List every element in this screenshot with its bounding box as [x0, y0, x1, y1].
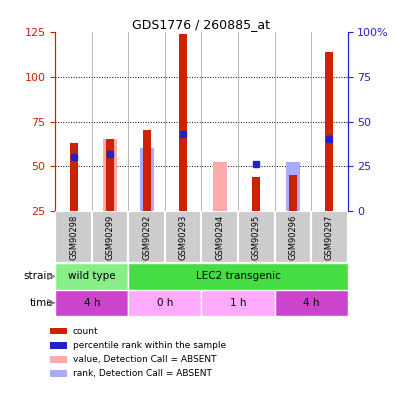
Text: LEC2 transgenic: LEC2 transgenic — [196, 271, 280, 281]
Text: GSM90294: GSM90294 — [215, 214, 224, 260]
Bar — [55, 211, 92, 263]
Bar — [55, 290, 128, 316]
Bar — [201, 211, 238, 263]
Bar — [213, 162, 227, 211]
Bar — [106, 139, 114, 211]
Bar — [51, 328, 67, 335]
Bar — [165, 211, 201, 263]
Bar — [275, 211, 311, 263]
Bar — [252, 177, 260, 211]
Bar — [286, 162, 300, 211]
Text: GSM90292: GSM90292 — [142, 214, 151, 260]
Bar — [325, 52, 333, 211]
Text: GSM90298: GSM90298 — [69, 214, 78, 260]
Text: GSM90293: GSM90293 — [179, 214, 188, 260]
Text: percentile rank within the sample: percentile rank within the sample — [73, 341, 226, 350]
Bar — [275, 290, 348, 316]
Text: time: time — [30, 298, 53, 308]
Text: 4 h: 4 h — [84, 298, 100, 308]
Bar — [51, 342, 67, 349]
Text: count: count — [73, 326, 98, 336]
Text: 1 h: 1 h — [230, 298, 246, 308]
Text: value, Detection Call = ABSENT: value, Detection Call = ABSENT — [73, 355, 216, 364]
Bar — [70, 143, 77, 211]
Bar — [179, 34, 187, 211]
Bar — [201, 290, 275, 316]
Text: GSM90297: GSM90297 — [325, 214, 334, 260]
Text: 4 h: 4 h — [303, 298, 319, 308]
Bar — [128, 211, 165, 263]
Text: wild type: wild type — [68, 271, 116, 281]
Text: strain: strain — [23, 271, 53, 281]
Bar — [286, 175, 300, 211]
Bar — [128, 290, 201, 316]
Bar — [128, 263, 348, 290]
Bar — [289, 175, 297, 211]
Bar — [55, 263, 128, 290]
Bar — [140, 150, 154, 211]
Bar — [51, 370, 67, 377]
Text: GSM90296: GSM90296 — [288, 214, 297, 260]
Title: GDS1776 / 260885_at: GDS1776 / 260885_at — [132, 18, 271, 31]
Text: 0 h: 0 h — [157, 298, 173, 308]
Bar — [311, 211, 348, 263]
Text: GSM90295: GSM90295 — [252, 214, 261, 260]
Text: rank, Detection Call = ABSENT: rank, Detection Call = ABSENT — [73, 369, 212, 378]
Bar — [143, 130, 150, 211]
Bar — [238, 211, 275, 263]
Text: GSM90299: GSM90299 — [105, 214, 115, 260]
Bar — [140, 148, 154, 211]
Bar — [51, 356, 67, 363]
Bar — [92, 211, 128, 263]
Bar — [103, 139, 117, 211]
